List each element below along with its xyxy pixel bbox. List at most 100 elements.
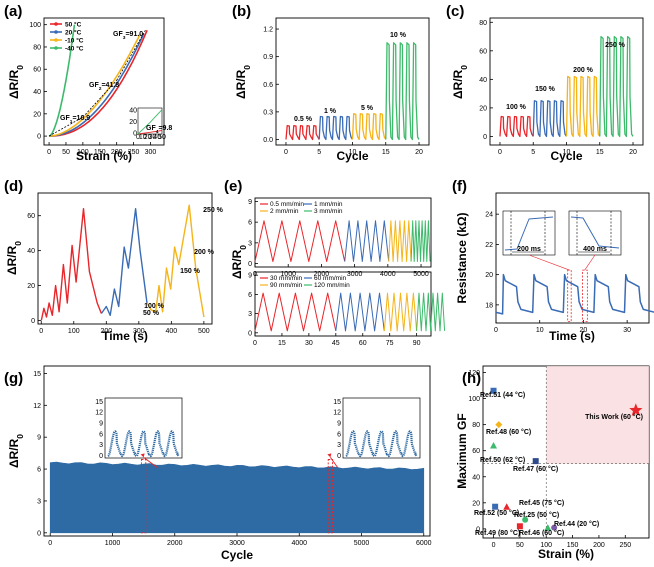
plot-frame <box>254 271 432 337</box>
reference-label: Ref.50 (62 °C) <box>480 456 525 464</box>
rate-trace <box>410 220 431 262</box>
x-tick-label: 2000 <box>167 540 183 547</box>
legend-marker <box>54 46 58 50</box>
x-tick-label: 10 <box>563 149 571 156</box>
strain-level-label: 100 % <box>144 303 165 310</box>
time-response-trace <box>146 204 205 318</box>
inset-curve <box>137 130 163 135</box>
y-tick-label: 1.2 <box>263 27 273 34</box>
x-tick-label: 400 <box>166 328 178 335</box>
reference-label: Ref.47 (60 °C) <box>513 465 558 473</box>
x-tick-label: 0 <box>253 340 257 347</box>
x-tick-label: 3000 <box>229 540 245 547</box>
time-response-trace <box>100 207 148 316</box>
reference-label: This Work (60 °C) <box>585 413 643 421</box>
reference-label: Ref.45 (75 °C) <box>519 499 564 507</box>
y-tick-label: 20 <box>472 500 480 507</box>
y-axis-title: Maximum GF <box>455 413 469 488</box>
inset-y-tick-label: 12 <box>333 410 341 417</box>
x-tick-label: 30 <box>623 327 631 334</box>
y-tick-label: 0 <box>248 330 252 337</box>
x-tick-label: 60 <box>359 340 367 347</box>
x-axis-title: Cycle <box>221 548 253 562</box>
y-tick-label: 80 <box>479 20 487 27</box>
x-tick-label: 45 <box>332 340 340 347</box>
y-tick-label: 60 <box>33 67 41 74</box>
y-tick-label: 60 <box>479 48 487 55</box>
x-tick-label: 100 <box>77 149 89 156</box>
strain-level-label: 5 % <box>361 105 374 112</box>
y-tick-label: 12 <box>33 403 41 410</box>
y-tick-label: 40 <box>479 77 487 84</box>
y-tick-label: 9 <box>248 273 252 280</box>
x-tick-label: 200 <box>111 149 123 156</box>
inset-y-tick-label: 6 <box>337 431 341 438</box>
strain-level-label: 250 % <box>203 207 224 214</box>
x-tick-label: 5000 <box>354 540 370 547</box>
x-axis-title: Strain (%) <box>538 547 594 561</box>
legend-label: 1 mm/min <box>314 201 343 208</box>
inset-y-tick-label: 3 <box>337 442 341 449</box>
x-tick-label: 5 <box>317 149 321 156</box>
y-tick-label: 0 <box>37 530 41 537</box>
inset-frame <box>342 397 421 459</box>
y-tick-label: 60 <box>27 213 35 220</box>
cycle-trace <box>565 75 601 138</box>
legend-label: 60 mm/min <box>314 275 347 282</box>
panel-label: (d) <box>4 178 23 195</box>
x-tick-label: 0 <box>492 542 496 549</box>
y-axis-title: ΔR/R0 <box>7 434 25 468</box>
x-tick-label: 1000 <box>105 540 121 547</box>
y-tick-label: 40 <box>472 474 480 481</box>
rate-trace <box>416 292 446 332</box>
x-tick-label: 4000 <box>291 540 307 547</box>
inset-x-tick-label: 10 <box>139 134 147 141</box>
reference-label: Ref.48 (60 °C) <box>486 428 531 436</box>
inset-trace <box>570 216 620 249</box>
x-tick-label: 75 <box>386 340 394 347</box>
panel-label: (g) <box>4 370 23 387</box>
rate-trace <box>344 220 390 262</box>
cycle-trace <box>351 113 387 141</box>
x-tick-label: 90 <box>413 340 421 347</box>
plot-frame <box>495 192 650 324</box>
panel-label: (h) <box>462 370 481 387</box>
reference-label: Ref.52 (50 °C) <box>474 509 519 517</box>
y-tick-label: 0.9 <box>263 54 273 61</box>
x-axis-title: Time (s) <box>549 329 595 343</box>
inset-y-tick-label: 3 <box>99 442 103 449</box>
x-tick-label: 0 <box>48 540 52 547</box>
y-tick-label: 100 <box>468 396 480 403</box>
resistance-trace <box>495 273 654 315</box>
y-tick-label: 40 <box>27 248 35 255</box>
y-tick-label: 0.0 <box>263 137 273 144</box>
x-tick-label: 15 <box>596 149 604 156</box>
strain-level-label: 150 % <box>180 268 201 275</box>
y-axis-title: ΔR/R0 <box>451 65 469 99</box>
y-tick-label: 15 <box>33 371 41 378</box>
y-tick-label: 6 <box>248 220 252 227</box>
x-tick-label: 500 <box>198 328 210 335</box>
ref-marker <box>516 523 523 530</box>
y-tick-label: 40 <box>33 89 41 96</box>
y-tick-label: 0 <box>476 526 480 533</box>
x-tick-label: 100 <box>68 328 80 335</box>
panel-label: (a) <box>4 3 22 20</box>
legend-label: 20 °C <box>65 29 82 37</box>
plot-frame <box>43 17 165 146</box>
x-axis-title: Time (s) <box>102 329 148 343</box>
x-tick-label: 0 <box>498 149 502 156</box>
strain-level-label: 50 % <box>143 310 160 317</box>
ref-marker <box>532 458 539 465</box>
x-axis-title: Cycle <box>550 149 582 163</box>
x-tick-label: 20 <box>415 149 423 156</box>
ref-marker <box>492 503 499 510</box>
gf-annotation: GF4=9.8 <box>146 125 172 135</box>
y-tick-label: 3 <box>248 240 252 247</box>
y-tick-label: 0 <box>248 261 252 268</box>
legend-label: 30 mm/min <box>270 275 303 282</box>
fit-line <box>48 116 84 137</box>
ref-marker <box>490 441 498 449</box>
plot-frame <box>254 197 432 268</box>
ref-marker <box>522 516 529 523</box>
